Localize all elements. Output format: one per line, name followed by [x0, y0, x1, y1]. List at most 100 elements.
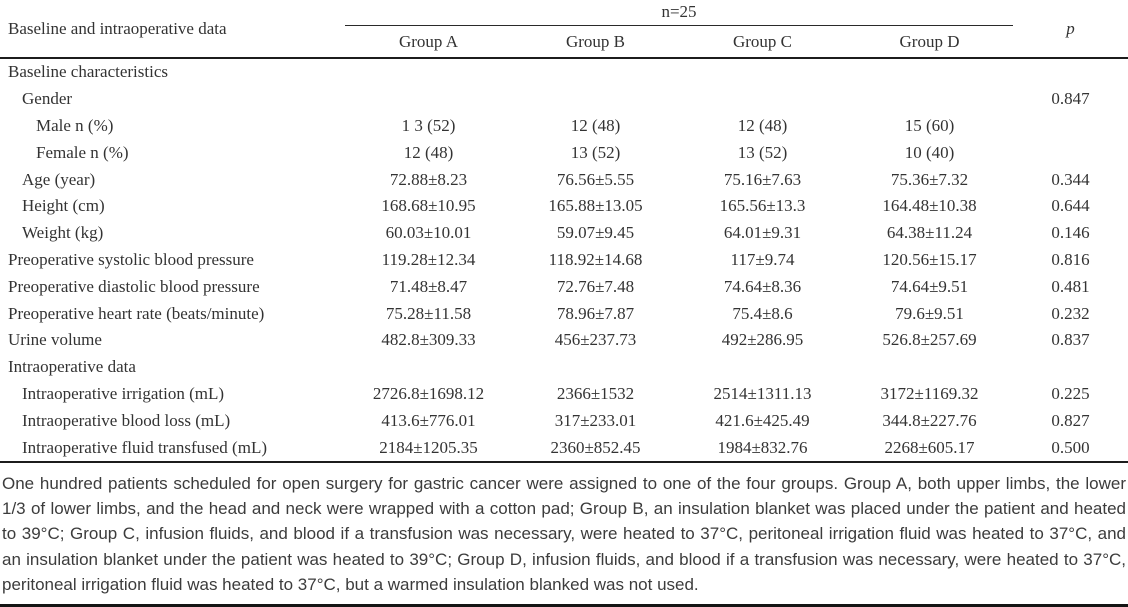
group-a-header: Group A [398, 31, 459, 51]
value-cell [846, 86, 1013, 113]
value-cell: 413.6±776.01 [381, 410, 476, 430]
value-cell: 71.48±8.47 [389, 276, 468, 296]
p-cell: 0.225 [1051, 383, 1090, 403]
value-cell: 64.01±9.31 [723, 223, 802, 243]
row-label: Urine volume [8, 330, 102, 350]
value-cell: 526.8±257.69 [882, 330, 977, 350]
value-cell: 1984±832.76 [717, 437, 808, 457]
p-column-header: p [1066, 18, 1075, 38]
p-cell: 0.837 [1051, 330, 1090, 350]
value-cell: 482.8±309.33 [381, 330, 476, 350]
table-footnote: One hundred patients scheduled for open … [0, 463, 1128, 607]
value-cell: 13 (52) [570, 142, 621, 162]
value-cell: 2184±1205.35 [379, 437, 478, 457]
value-cell: 2360±852.45 [550, 437, 641, 457]
table-row: Age (year) 72.88±8.23 76.56±5.55 75.16±7… [0, 166, 1128, 193]
p-cell [1013, 139, 1128, 166]
value-cell: 75.36±7.32 [890, 169, 969, 189]
value-cell: 117±9.74 [730, 249, 795, 269]
row-label: Intraoperative fluid transfused (mL) [22, 437, 267, 457]
value-cell: 76.56±5.55 [556, 169, 635, 189]
row-label: Height (cm) [22, 196, 105, 216]
row-label: Preoperative heart rate (beats/minute) [8, 303, 265, 323]
table-row: Gender 0.847 [0, 86, 1128, 113]
value-cell [512, 354, 679, 381]
value-cell [345, 86, 512, 113]
table-header: Baseline and intraoperative data n=25 p … [0, 0, 1128, 58]
row-label: Preoperative diastolic blood pressure [8, 276, 260, 296]
table-row: Intraoperative blood loss (mL) 413.6±776… [0, 407, 1128, 434]
value-cell: 74.64±9.51 [890, 276, 969, 296]
p-cell: 0.644 [1051, 196, 1090, 216]
table-row: Height (cm) 168.68±10.95 165.88±13.05 16… [0, 193, 1128, 220]
row-label: Gender [22, 89, 73, 109]
row-label: Intraoperative data [8, 357, 136, 377]
value-cell: 13 (52) [737, 142, 788, 162]
value-cell: 3172±1169.32 [880, 383, 979, 403]
value-cell: 78.96±7.87 [556, 303, 635, 323]
table-row: Female n (%) 12 (48) 13 (52) 13 (52) 10 … [0, 139, 1128, 166]
p-cell [1013, 354, 1128, 381]
table-row: Baseline characteristics [0, 58, 1128, 86]
value-cell: 456±237.73 [554, 330, 637, 350]
value-cell: 165.56±13.3 [719, 196, 806, 216]
p-cell: 0.481 [1051, 276, 1090, 296]
value-cell: 74.64±8.36 [723, 276, 802, 296]
n-label: n=25 [345, 0, 1014, 26]
row-label: Male n (%) [36, 115, 114, 135]
row-label: Preoperative systolic blood pressure [8, 249, 254, 269]
value-cell: 344.8±227.76 [882, 410, 977, 430]
value-cell: 12 (48) [570, 115, 621, 135]
p-cell: 0.847 [1051, 89, 1090, 109]
row-label: Intraoperative irrigation (mL) [22, 383, 225, 403]
value-cell: 12 (48) [737, 115, 788, 135]
header-row-n: Baseline and intraoperative data n=25 p [0, 0, 1128, 38]
p-cell [1013, 58, 1128, 86]
p-cell [1013, 113, 1128, 140]
value-cell: 72.88±8.23 [389, 169, 468, 189]
table-row: Urine volume 482.8±309.33 456±237.73 492… [0, 327, 1128, 354]
value-cell [345, 354, 512, 381]
value-cell: 75.4±8.6 [732, 303, 793, 323]
p-cell: 0.500 [1051, 437, 1090, 457]
row-label: Baseline characteristics [8, 62, 169, 82]
group-c-header: Group C [732, 31, 793, 51]
baseline-intraoperative-table: Baseline and intraoperative data n=25 p … [0, 0, 1128, 463]
column-title: Baseline and intraoperative data [8, 18, 227, 38]
value-cell [679, 354, 846, 381]
value-cell: 72.76±7.48 [556, 276, 635, 296]
value-cell: 165.88±13.05 [548, 196, 643, 216]
table-row: Preoperative heart rate (beats/minute) 7… [0, 300, 1128, 327]
table-row: Weight (kg) 60.03±10.01 59.07±9.45 64.01… [0, 220, 1128, 247]
value-cell [512, 58, 679, 86]
value-cell [846, 354, 1013, 381]
value-cell: 421.6±425.49 [715, 410, 810, 430]
value-cell: 10 (40) [904, 142, 955, 162]
value-cell: 79.6±9.51 [895, 303, 964, 323]
value-cell: 168.68±10.95 [381, 196, 476, 216]
value-cell: 15 (60) [904, 115, 955, 135]
table-row: Preoperative systolic blood pressure 119… [0, 247, 1128, 274]
value-cell: 75.16±7.63 [723, 169, 802, 189]
p-cell: 0.827 [1051, 410, 1090, 430]
group-d-header: Group D [899, 31, 960, 51]
value-cell [345, 58, 512, 86]
row-label: Female n (%) [36, 142, 129, 162]
row-label: Age (year) [22, 169, 96, 189]
p-cell: 0.146 [1051, 223, 1090, 243]
value-cell [679, 86, 846, 113]
table-row: Intraoperative fluid transfused (mL) 218… [0, 434, 1128, 462]
value-cell: 64.38±11.24 [886, 223, 973, 243]
value-cell: 119.28±12.34 [381, 249, 476, 269]
row-label: Intraoperative blood loss (mL) [22, 410, 231, 430]
value-cell [679, 58, 846, 86]
row-label: Weight (kg) [22, 223, 104, 243]
value-cell: 2726.8±1698.12 [372, 383, 485, 403]
table-row: Male n (%) 1 3 (52) 12 (48) 12 (48) 15 (… [0, 113, 1128, 140]
value-cell: 164.48±10.38 [882, 196, 977, 216]
header-row-groups: Group A Group B Group C Group D [0, 26, 1128, 59]
value-cell: 60.03±10.01 [385, 223, 472, 243]
table-row: Intraoperative irrigation (mL) 2726.8±16… [0, 381, 1128, 408]
value-cell: 2514±1311.13 [713, 383, 812, 403]
